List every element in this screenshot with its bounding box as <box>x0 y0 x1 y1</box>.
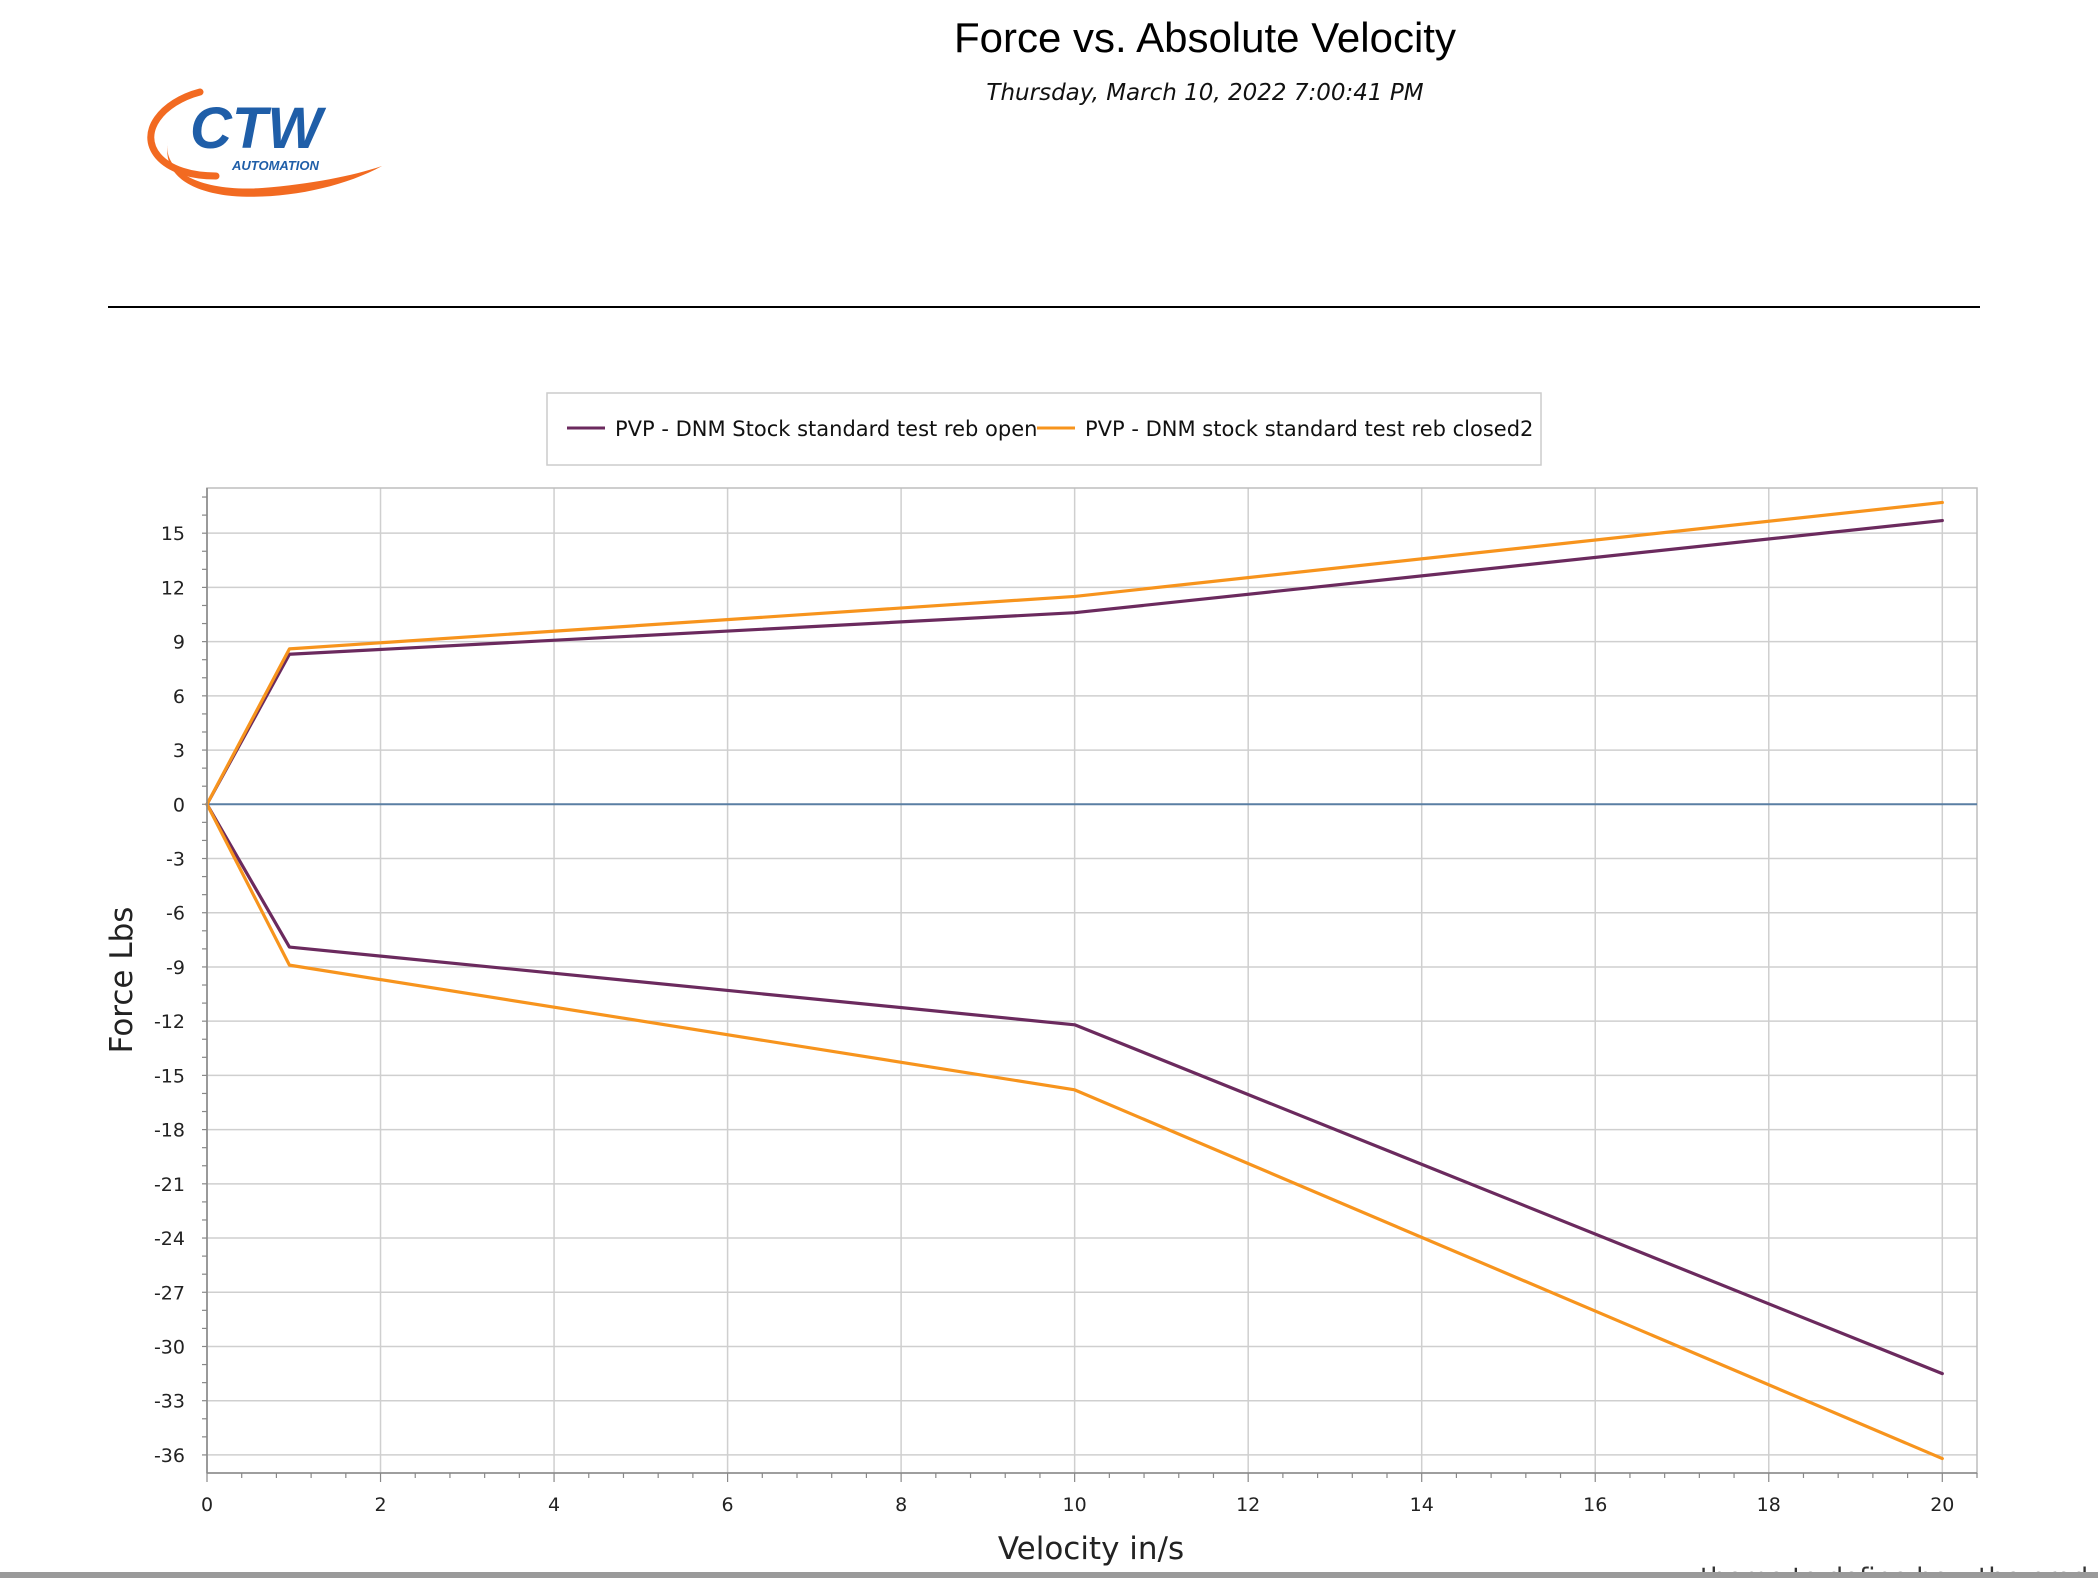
y-tick-label-14: -27 <box>154 1282 185 1304</box>
x-tick-label-0: 0 <box>201 1494 213 1516</box>
logo-wordmark: CTW <box>190 96 326 161</box>
y-tick-label-11: -18 <box>154 1120 185 1142</box>
x-tick-label-9: 18 <box>1757 1494 1781 1516</box>
x-tick-label-3: 6 <box>722 1494 734 1516</box>
series-0-branch-negative <box>205 802 1944 1376</box>
y-tick-label-9: -12 <box>154 1011 185 1033</box>
chart-axes <box>202 488 1978 1482</box>
y-tick-label-2: 9 <box>173 632 185 654</box>
x-tick-labels: 0 2 4 6 8 10 12 14 16 18 20 <box>201 1494 1954 1516</box>
y-tick-label-1: 12 <box>161 577 185 599</box>
y-tick-label-15: -30 <box>154 1336 185 1358</box>
y-tick-label-6: -3 <box>166 849 185 871</box>
x-tick-label-4: 8 <box>895 1494 907 1516</box>
logo-swoosh-top <box>147 88 220 180</box>
window-bottom-bar <box>0 1572 2098 1578</box>
y-tick-label-0: 15 <box>161 523 185 545</box>
y-axis-title: Force Lbs <box>104 907 140 1054</box>
x-tick-label-5: 10 <box>1063 1494 1087 1516</box>
y-tick-label-8: -9 <box>166 957 185 979</box>
x-axis-title: Velocity in/s <box>998 1531 1184 1567</box>
y-tick-label-5: 0 <box>173 794 185 816</box>
x-tick-label-6: 12 <box>1236 1494 1260 1516</box>
cutoff-footer-text: theme to define how the product <box>1700 1561 2098 1572</box>
series-1-branch-positive <box>205 500 1944 806</box>
x-tick-label-1: 2 <box>374 1494 386 1516</box>
y-tick-label-17: -36 <box>154 1445 185 1467</box>
y-tick-label-4: 3 <box>173 740 185 762</box>
y-tick-label-7: -6 <box>166 903 185 925</box>
y-tick-labels: 15 12 9 6 3 0 -3 -6 -9 -12 -15 -18 -21 -24 -27 -30 -33 -3… <box>154 523 185 1467</box>
header-divider <box>108 306 1980 308</box>
series-lines <box>205 500 1944 1461</box>
x-tick-label-8: 16 <box>1583 1494 1607 1516</box>
chart-legend: PVP - DNM Stock standard test reb open P… <box>546 392 1542 466</box>
y-tick-label-3: 6 <box>173 686 185 708</box>
y-tick-label-10: -15 <box>154 1065 185 1087</box>
logo-swoosh-bottom <box>167 142 382 197</box>
y-tick-label-13: -24 <box>154 1228 185 1250</box>
x-tick-label-7: 14 <box>1410 1494 1434 1516</box>
page-title: Force vs. Absolute Velocity <box>954 14 1456 61</box>
legend-label-open: PVP - DNM Stock standard test reb open <box>615 417 1037 441</box>
series-1-branch-negative <box>205 802 1944 1461</box>
y-tick-label-12: -21 <box>154 1174 185 1196</box>
logo-subtext: AUTOMATION <box>231 158 320 173</box>
x-tick-label-10: 20 <box>1930 1494 1954 1516</box>
x-tick-label-2: 4 <box>548 1494 560 1516</box>
report-timestamp: Thursday, March 10, 2022 7:00:41 PM <box>986 80 1424 106</box>
company-logo: CTW AUTOMATION <box>147 88 382 197</box>
y-tick-label-16: -33 <box>154 1391 185 1413</box>
legend-label-closed: PVP - DNM stock standard test reb closed… <box>1085 417 1533 441</box>
